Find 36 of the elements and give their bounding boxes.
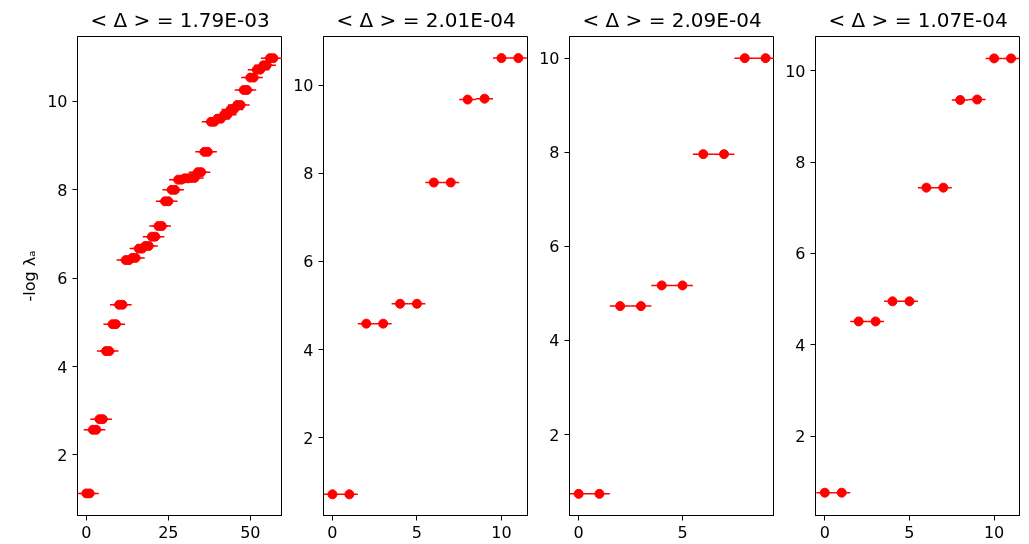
- y-tick-label: 10: [293, 76, 314, 96]
- chart-title: < Δ > = 1.07E-04: [828, 7, 1008, 32]
- x-tick-label: 25: [158, 522, 179, 542]
- y-axis-title: -log λₐ: [20, 250, 40, 302]
- y-tick-label: 2: [303, 428, 314, 448]
- y-tick-label: 2: [795, 427, 806, 447]
- x-tick-label: 5: [677, 522, 688, 542]
- y-tick-label: 8: [795, 153, 806, 173]
- y-tick-label: 10: [47, 92, 68, 112]
- x-tick-label: 50: [240, 522, 261, 542]
- y-tick-label: 6: [549, 237, 560, 257]
- y-tick-label: 4: [795, 335, 806, 355]
- y-tick-label: 2: [57, 445, 68, 465]
- x-tick-label: 0: [81, 522, 92, 542]
- y-tick-label: 10: [785, 61, 806, 81]
- chart-title: < Δ > = 1.79E-03: [90, 7, 270, 32]
- x-tick-label: 10: [491, 522, 512, 542]
- x-tick-label: 10: [983, 522, 1005, 542]
- y-tick-label: 4: [57, 357, 68, 377]
- y-tick-label: 8: [57, 180, 68, 200]
- y-tick-label: 2: [549, 425, 560, 445]
- x-tick-label: 5: [411, 522, 423, 542]
- y-tick-label: 8: [549, 143, 560, 163]
- chart-title: < Δ > = 2.09E-04: [582, 7, 762, 32]
- y-tick-label: 4: [303, 340, 314, 360]
- x-tick-label: 0: [573, 522, 584, 542]
- y-tick-label: 6: [795, 244, 806, 264]
- x-tick-label: 0: [819, 522, 830, 542]
- chart-title: < Δ > = 2.01E-04: [336, 7, 516, 32]
- x-tick-label: 5: [904, 522, 915, 542]
- y-tick-label: 4: [549, 331, 560, 351]
- y-tick-label: 8: [303, 164, 314, 184]
- y-tick-label: 10: [539, 49, 560, 69]
- x-tick-label: 0: [327, 522, 338, 542]
- y-tick-label: 6: [303, 252, 314, 272]
- y-tick-label: 6: [57, 269, 68, 289]
